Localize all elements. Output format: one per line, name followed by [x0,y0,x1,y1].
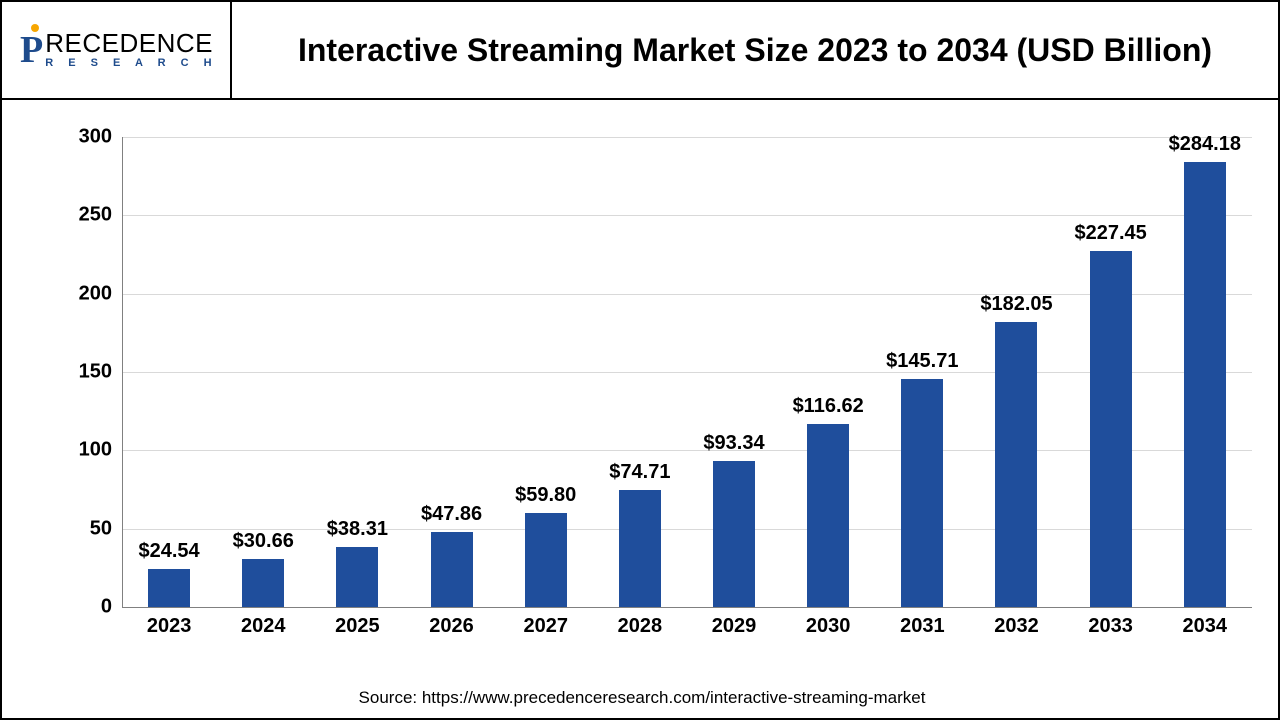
x-tick-label: 2031 [875,615,969,638]
logo-text: RECEDENCE [45,28,217,59]
x-tick-label: 2023 [122,615,216,638]
x-tick-label: 2025 [310,615,404,638]
bar-value-label: $284.18 [1135,133,1275,156]
y-tick-label: 0 [52,596,112,619]
chart-container: P RECEDENCE R E S E A R C H Interactive … [0,0,1280,720]
plot-region: $24.542023$30.662024$38.312025$47.862026… [122,137,1252,607]
x-axis-line [122,607,1252,608]
y-tick-label: 100 [52,439,112,462]
header-row: P RECEDENCE R E S E A R C H Interactive … [2,2,1278,100]
bars-row: $24.542023$30.662024$38.312025$47.862026… [122,137,1252,607]
logo-p-icon: P [20,28,43,72]
y-tick-label: 150 [52,361,112,384]
x-tick-label: 2034 [1158,615,1252,638]
y-tick-label: 300 [52,126,112,149]
bar [148,569,190,607]
chart-title: Interactive Streaming Market Size 2023 t… [298,30,1212,70]
y-tick-label: 250 [52,204,112,227]
bar [1090,251,1132,607]
bar [242,559,284,607]
bar-slot: $47.862026 [405,137,499,607]
bar [1184,162,1226,607]
x-tick-label: 2026 [405,615,499,638]
x-tick-label: 2024 [216,615,310,638]
logo-cell: P RECEDENCE R E S E A R C H [2,2,232,98]
bar-slot: $59.802027 [499,137,593,607]
bar [995,322,1037,607]
title-cell: Interactive Streaming Market Size 2023 t… [232,2,1278,98]
bar-slot: $145.712031 [875,137,969,607]
bar [619,490,661,607]
x-tick-label: 2028 [593,615,687,638]
x-tick-label: 2027 [499,615,593,638]
bar [431,532,473,607]
chart-area: $24.542023$30.662024$38.312025$47.862026… [122,137,1252,647]
x-tick-label: 2032 [969,615,1063,638]
logo-subtext: R E S E A R C H [45,57,217,69]
y-tick-label: 50 [52,517,112,540]
bar [807,424,849,607]
x-tick-label: 2033 [1064,615,1158,638]
x-tick-label: 2030 [781,615,875,638]
y-tick-label: 200 [52,282,112,305]
bar [713,461,755,607]
bar [525,513,567,607]
bar [336,547,378,607]
source-text: Source: https://www.precedenceresearch.c… [2,688,1280,708]
bar-slot: $74.712028 [593,137,687,607]
bar-slot: $227.452033 [1064,137,1158,607]
bar-slot: $182.052032 [969,137,1063,607]
bar-slot: $93.342029 [687,137,781,607]
bar [901,379,943,607]
bar-slot: $284.182034 [1158,137,1252,607]
logo: P RECEDENCE R E S E A R C H [20,28,218,72]
x-tick-label: 2029 [687,615,781,638]
bar-slot: $38.312025 [310,137,404,607]
